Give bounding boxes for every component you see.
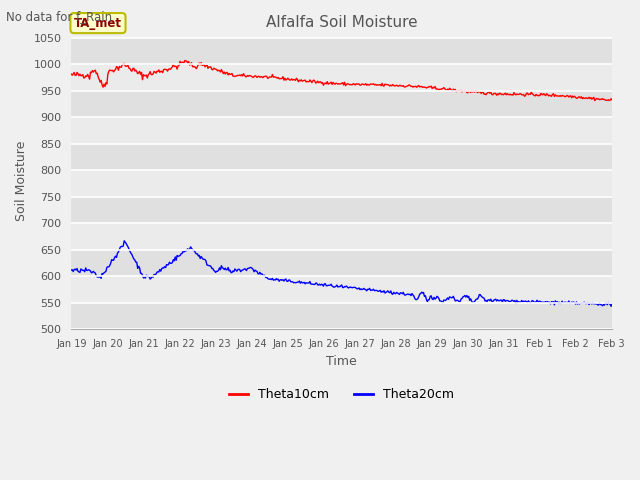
Bar <box>71 197 612 223</box>
Bar <box>71 91 612 117</box>
Bar <box>71 38 612 64</box>
Legend: Theta10cm, Theta20cm: Theta10cm, Theta20cm <box>224 383 459 406</box>
Title: Alfalfa Soil Moisture: Alfalfa Soil Moisture <box>266 15 417 30</box>
Text: TA_met: TA_met <box>74 17 122 30</box>
Bar <box>71 170 612 197</box>
Bar <box>71 276 612 303</box>
Y-axis label: Soil Moisture: Soil Moisture <box>15 141 28 221</box>
Bar <box>71 250 612 276</box>
Text: No data for f_Rain: No data for f_Rain <box>6 10 113 23</box>
Bar <box>71 117 612 144</box>
Bar <box>71 64 612 91</box>
Bar <box>71 144 612 170</box>
Bar <box>71 223 612 250</box>
Bar <box>71 303 612 329</box>
X-axis label: Time: Time <box>326 355 357 368</box>
